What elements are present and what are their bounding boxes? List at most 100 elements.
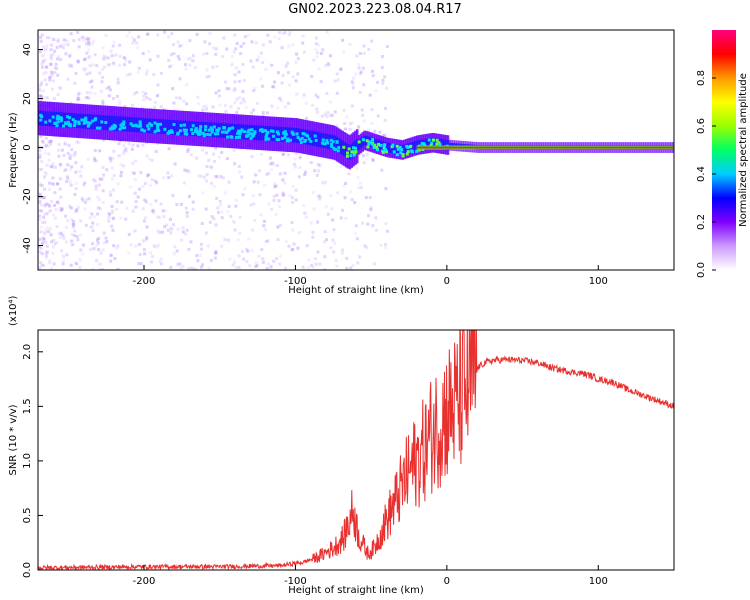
spectrogram-core-cell	[161, 119, 165, 134]
spectrogram-noise-cell	[59, 86, 63, 90]
spectrogram-noise-cell	[273, 80, 277, 84]
spectrogram-core-cell	[50, 111, 54, 127]
spectrogram-noise-cell	[49, 233, 53, 237]
spectrogram-peak-cell	[157, 129, 161, 133]
spectrogram-noise-cell	[116, 182, 120, 186]
spectrogram-noise-cell	[48, 181, 52, 185]
spectrogram-noise-cell	[91, 242, 95, 246]
spectrogram-noise-cell	[265, 266, 269, 270]
spectrogram-noise-cell	[309, 161, 313, 165]
spectrogram-noise-cell	[281, 191, 285, 195]
spectrogram-noise-cell	[96, 237, 100, 241]
spectrogram-noise-cell	[172, 252, 176, 256]
spectrogram-noise-cell	[58, 162, 62, 166]
spectrogram-noise-cell	[39, 260, 43, 264]
spectrogram-noise-cell	[303, 173, 307, 177]
spectrogram-noise-cell	[44, 240, 48, 244]
spectrogram-noise-cell	[384, 187, 388, 191]
spectrogram-noise-cell	[188, 170, 192, 174]
spectrogram-peak-cell	[406, 150, 410, 154]
spectrogram-noise-cell	[325, 92, 329, 96]
spectrogram-noise-cell	[145, 235, 149, 239]
spectrogram-noise-cell	[329, 113, 333, 117]
spectrogram-noise-cell	[96, 222, 100, 226]
spectrogram-core-cell	[336, 137, 339, 152]
spectrogram-noise-cell	[142, 247, 146, 251]
spectrogram-core-cell	[97, 114, 101, 130]
spectrogram-noise-cell	[111, 216, 115, 220]
spectrogram-peak-cell	[131, 124, 135, 128]
spectrogram-core-cell	[43, 111, 46, 126]
spectrogram-core-cell	[270, 126, 274, 142]
spectrogram-noise-cell	[156, 243, 160, 247]
spectrogram-noise-cell	[44, 71, 48, 75]
spectrogram-peak-cell	[166, 131, 170, 135]
spectrogram-noise-cell	[360, 108, 364, 112]
spectrogram-noise-cell	[111, 156, 115, 160]
spectrogram-core-cell	[241, 124, 245, 140]
spectrogram-noise-cell	[246, 249, 250, 253]
spectrogram-noise-cell	[310, 74, 314, 78]
spectrogram-noise-cell	[122, 149, 126, 153]
spectrogram-noise-cell	[141, 90, 145, 94]
spectrogram-noise-cell	[367, 129, 371, 133]
spectrogram-core-cell	[272, 126, 275, 142]
spectrogram-noise-cell	[74, 161, 78, 165]
spectrogram-noise-cell	[204, 207, 208, 211]
spectrogram-noise-cell	[94, 159, 98, 163]
spectrogram-peak-cell	[333, 147, 337, 151]
spectrogram-noise-cell	[44, 143, 48, 147]
spectrogram-noise-cell	[98, 71, 102, 75]
spectrogram-noise-cell	[350, 121, 354, 125]
spectrogram-noise-cell	[51, 182, 55, 186]
spectrogram-peak-cell	[179, 123, 183, 127]
spectrogram-noise-cell	[285, 240, 289, 244]
spectrogram-noise-cell	[77, 141, 81, 145]
spectrogram-noise-cell	[79, 233, 83, 237]
spectrogram-noise-cell	[41, 58, 45, 62]
spectrogram-core-cell	[337, 138, 341, 153]
spectrogram-noise-cell	[171, 194, 175, 198]
spectrogram-noise-cell	[44, 136, 48, 140]
spectrogram-core-cell	[176, 120, 179, 135]
spectrogram-peak-cell	[122, 120, 126, 124]
spectrogram-noise-cell	[281, 31, 285, 35]
spectrogram-noise-cell	[201, 148, 205, 152]
spectrogram-noise-cell	[319, 51, 323, 55]
spectrogram-noise-cell	[86, 38, 90, 42]
spectrogram-core-cell	[388, 143, 392, 153]
spectrogram-peak-cell	[118, 127, 122, 131]
spectrogram-peak-cell	[98, 126, 102, 130]
spectrogram-noise-cell	[112, 149, 116, 153]
spectrogram-noise-cell	[239, 44, 243, 48]
spectrogram-noise-cell	[112, 244, 116, 248]
spectrogram-noise-cell	[142, 98, 146, 102]
spectrogram-noise-cell	[107, 219, 111, 223]
spectrogram-peak-cell	[248, 132, 252, 136]
spectrogram-noise-cell	[49, 53, 53, 57]
spectrogram-noise-cell	[38, 183, 42, 187]
spectrogram-noise-cell	[98, 149, 102, 153]
spectrogram-noise-cell	[235, 42, 239, 46]
spectrogram-noise-cell	[122, 144, 126, 148]
spectrogram-noise-cell	[191, 54, 195, 58]
spectrogram-core-cell	[256, 125, 259, 141]
spectrogram-noise-cell	[150, 260, 154, 264]
spectrogram-noise-cell	[326, 62, 330, 66]
spectrogram-noise-cell	[49, 266, 53, 270]
spectrogram-noise-cell	[318, 262, 322, 266]
spectrogram-noise-cell	[208, 220, 212, 224]
spectrogram-noise-cell	[302, 94, 306, 98]
spectrogram-noise-cell	[257, 254, 261, 258]
spectrogram-peak-cell	[435, 142, 439, 146]
spectrogram-noise-cell	[125, 206, 129, 210]
spectrogram-noise-cell	[243, 187, 247, 191]
spectrogram-noise-cell	[117, 142, 121, 146]
spectrogram-noise-cell	[38, 168, 42, 172]
spectrogram-core-cell	[432, 137, 435, 148]
spectrogram-noise-cell	[52, 262, 56, 266]
spectrogram-noise-cell	[99, 207, 103, 211]
spectrogram-noise-cell	[153, 179, 157, 183]
spectrogram-noise-cell	[92, 39, 96, 43]
spectrogram-noise-cell	[247, 237, 251, 241]
